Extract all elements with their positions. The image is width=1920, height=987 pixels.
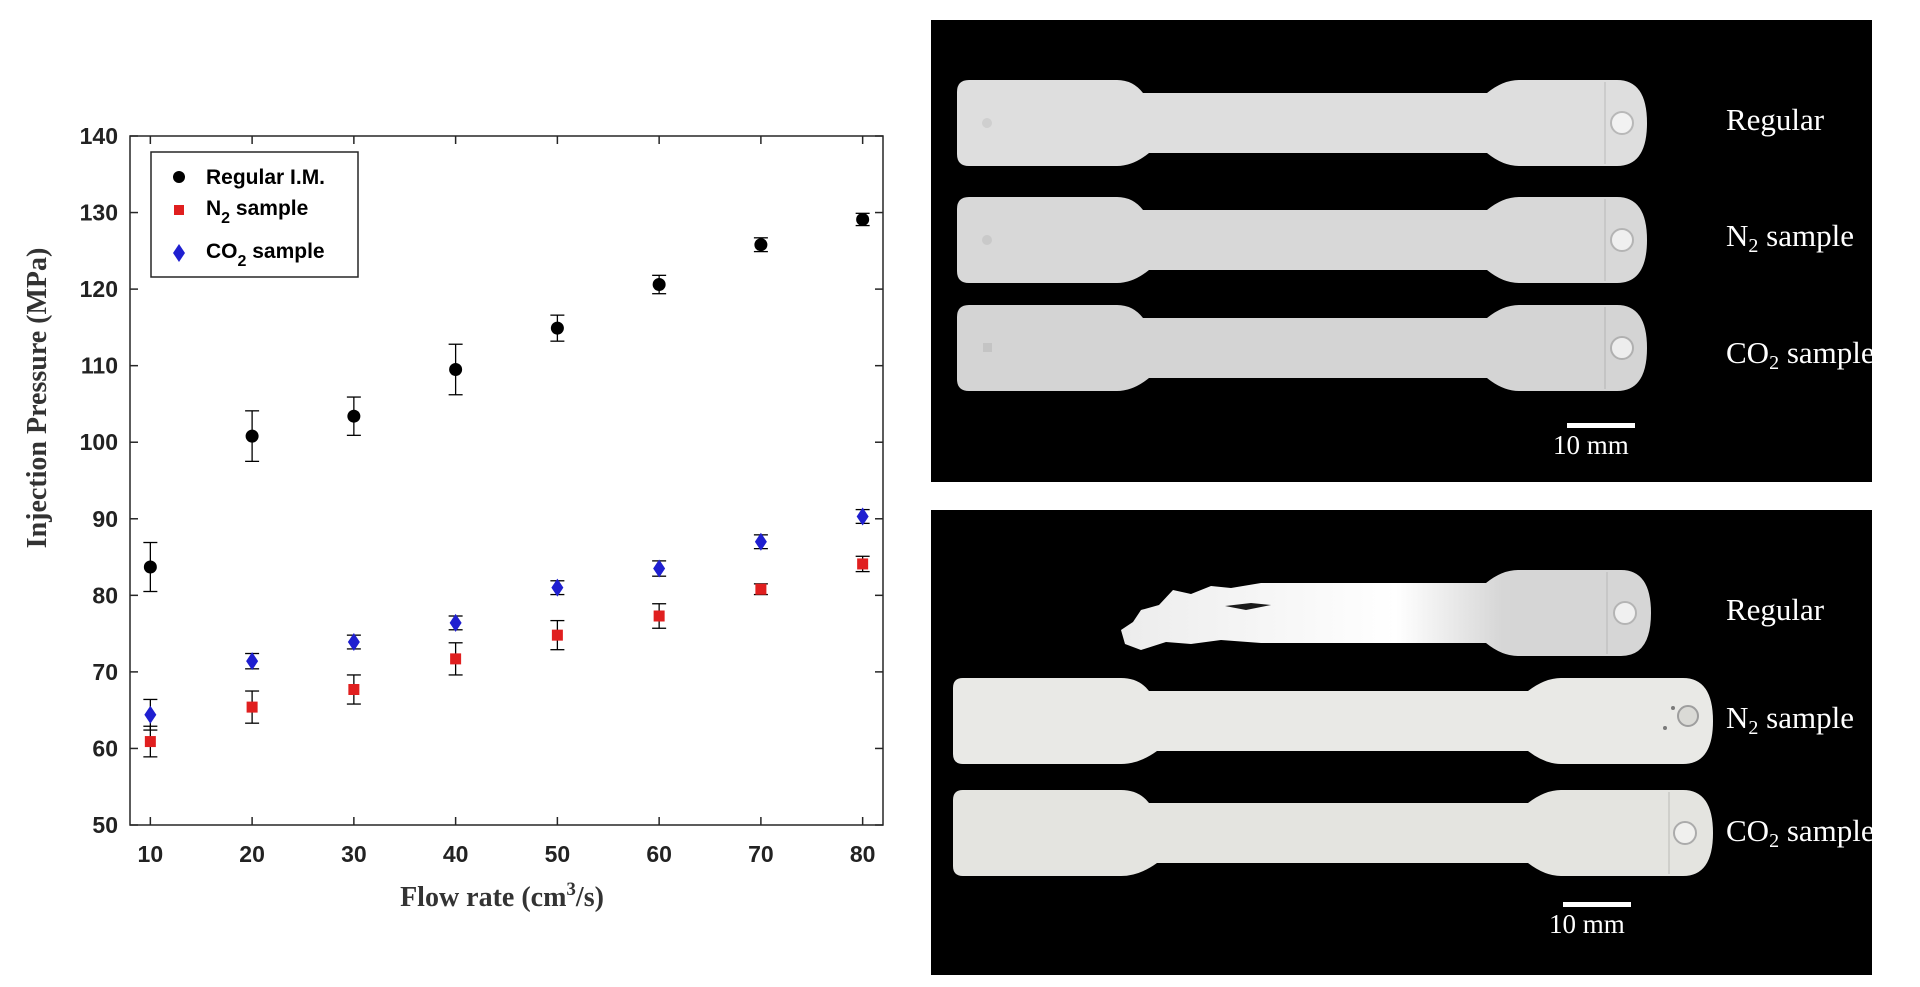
photo-panel-molded: Regular N2 sample CO2 sample 10 mm [931, 20, 1875, 482]
point-n2-sample [245, 690, 260, 724]
point-regular-i-m [753, 237, 768, 253]
y-tick-labels: 50 60 70 80 90 100 110 120 130 140 [80, 123, 118, 838]
x-tick-label: 40 [443, 841, 469, 867]
marker-co2-sample [347, 633, 360, 652]
label-regular-bottom: Regular [1726, 592, 1825, 627]
point-co2-sample [143, 698, 158, 731]
marker-n2-sample [246, 701, 258, 713]
specimen-co2-top [957, 305, 1647, 391]
x-tick-label: 10 [138, 841, 164, 867]
specimen-co2-bottom [953, 790, 1713, 876]
marker-co2-sample [246, 652, 259, 671]
y-tick-label: 130 [80, 200, 118, 226]
y-tick-label: 90 [92, 506, 118, 532]
point-co2-sample [448, 613, 463, 632]
label-n2-top: N2 sample [1726, 218, 1854, 257]
label-n2-bottom: N2 sample [1726, 700, 1854, 739]
scale-bar-top [1567, 423, 1635, 428]
scale-label-bottom: 10 mm [1549, 909, 1625, 939]
point-regular-i-m [448, 343, 463, 396]
marker-co2-sample [144, 705, 157, 724]
specimen-n2-top [957, 197, 1647, 283]
marker-co2-sample [653, 559, 666, 578]
photo-panel-tested: Regular N2 sample CO2 sample 10 mm [931, 510, 1875, 975]
y-tick-label: 70 [92, 659, 118, 685]
legend-label-n2: N2 sample [206, 197, 308, 227]
x-tick-label: 20 [239, 841, 265, 867]
point-regular-i-m [550, 314, 565, 342]
legend: Regular I.M. N2 sample CO2 sample [150, 151, 359, 278]
marker-co2-sample [754, 532, 767, 551]
y-tick-label: 120 [80, 276, 118, 302]
marker-n2-sample [653, 610, 665, 622]
specimen-n2-bottom [953, 678, 1713, 764]
specimen-regular-bottom [1121, 570, 1651, 656]
specimen-regular-top [957, 80, 1647, 166]
point-n2-sample [550, 619, 565, 651]
marker-regular-i-m [449, 362, 463, 376]
marker-n2-sample [755, 583, 767, 595]
point-n2-sample [753, 583, 768, 596]
x-tick-label: 30 [341, 841, 367, 867]
marker-co2-sample [856, 507, 869, 526]
label-co2-top: CO2 sample [1726, 335, 1875, 374]
point-n2-sample [346, 674, 361, 705]
point-co2-sample [550, 578, 565, 597]
point-co2-sample [346, 633, 361, 652]
legend-marker-regular [173, 171, 185, 183]
y-tick-label: 80 [92, 582, 118, 608]
x-tick-labels: 10 20 30 40 50 60 70 80 [138, 841, 876, 867]
y-tick-label: 140 [80, 123, 118, 149]
point-regular-i-m [855, 212, 870, 227]
point-co2-sample [652, 559, 667, 578]
label-co2-bottom: CO2 sample [1726, 813, 1875, 852]
point-co2-sample [753, 532, 768, 551]
marker-regular-i-m [143, 560, 157, 574]
marker-regular-i-m [652, 278, 666, 292]
marker-regular-i-m [550, 321, 564, 335]
x-axis-title: Flow rate (cm3/s) [400, 879, 604, 913]
point-co2-sample [245, 652, 260, 671]
y-tick-label: 110 [81, 353, 118, 379]
point-co2-sample [855, 507, 870, 526]
point-regular-i-m [652, 274, 667, 295]
scale-label-top: 10 mm [1553, 430, 1629, 460]
legend-label-regular: Regular I.M. [206, 166, 325, 189]
y-axis-title: Injection Pressure (MPa) [22, 248, 53, 549]
point-regular-i-m [346, 396, 361, 436]
label-regular-top: Regular [1726, 102, 1825, 137]
marker-co2-sample [449, 613, 462, 632]
marker-co2-sample [551, 578, 564, 597]
marker-regular-i-m [347, 409, 361, 423]
data-series [143, 212, 870, 758]
legend-marker-n2 [174, 205, 184, 215]
point-regular-i-m [143, 541, 158, 593]
legend-label-co2: CO2 sample [206, 240, 325, 270]
y-tick-label: 50 [92, 812, 118, 838]
marker-n2-sample [551, 629, 563, 641]
x-tick-label: 70 [748, 841, 774, 867]
marker-n2-sample [857, 558, 869, 570]
marker-n2-sample [450, 653, 462, 665]
x-tick-label: 50 [545, 841, 571, 867]
injection-pressure-chart: 10 20 30 40 50 60 70 80 50 60 70 80 90 100 110 120 130 1… [22, 123, 884, 913]
point-n2-sample [448, 642, 463, 676]
marker-regular-i-m [856, 212, 870, 226]
point-regular-i-m [245, 410, 260, 463]
axis-ticks [130, 135, 883, 826]
point-n2-sample [652, 603, 667, 629]
marker-n2-sample [144, 736, 156, 748]
marker-regular-i-m [754, 238, 768, 252]
x-tick-label: 60 [646, 841, 672, 867]
x-tick-label: 80 [850, 841, 876, 867]
legend-box [150, 151, 359, 278]
scale-bar-bottom [1563, 902, 1631, 907]
marker-regular-i-m [245, 429, 259, 443]
legend-marker-co2 [173, 244, 185, 262]
y-tick-label: 100 [80, 429, 118, 455]
y-tick-label: 60 [92, 735, 118, 761]
point-n2-sample [855, 555, 870, 573]
marker-n2-sample [348, 683, 360, 695]
